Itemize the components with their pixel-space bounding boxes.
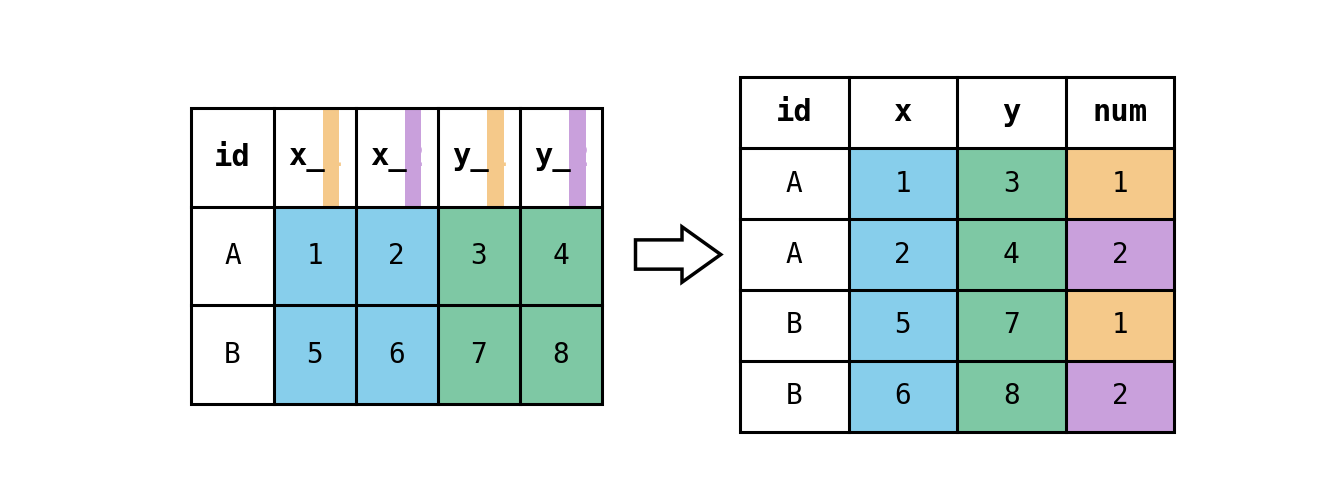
Bar (740, 219, 849, 290)
Bar (192, 108, 603, 404)
Text: A: A (786, 240, 802, 269)
Bar (192, 305, 273, 404)
Bar (1065, 148, 1174, 219)
Text: B: B (786, 311, 802, 339)
Bar (740, 148, 849, 219)
Bar (740, 290, 849, 361)
Bar (849, 290, 957, 361)
Text: id: id (776, 98, 813, 128)
Bar (1065, 361, 1174, 431)
Bar (849, 148, 957, 219)
Bar (405, 108, 421, 207)
Bar (740, 78, 849, 148)
Bar (487, 108, 504, 207)
Bar (192, 207, 273, 305)
Text: 3: 3 (1002, 170, 1020, 198)
Bar (957, 219, 1065, 290)
Bar (957, 361, 1065, 431)
Text: 1: 1 (1112, 311, 1128, 339)
Text: 2: 2 (388, 242, 405, 270)
Bar (1065, 219, 1174, 290)
Text: B: B (786, 382, 802, 410)
Text: B: B (224, 341, 241, 368)
Text: id: id (215, 143, 251, 172)
Bar (957, 148, 1065, 219)
Bar (273, 207, 356, 305)
Text: 7: 7 (471, 341, 488, 368)
Text: 6: 6 (388, 341, 405, 368)
Text: x_: x_ (288, 143, 325, 172)
Bar (520, 305, 603, 404)
Text: num: num (1092, 98, 1148, 128)
Bar (356, 108, 437, 207)
Text: 4: 4 (553, 242, 569, 270)
Text: 8: 8 (553, 341, 569, 368)
Text: 1: 1 (1112, 170, 1128, 198)
Bar (1065, 290, 1174, 361)
Text: 5: 5 (894, 311, 912, 339)
Text: 2: 2 (405, 143, 424, 172)
Text: y_: y_ (452, 143, 489, 172)
Bar (356, 305, 437, 404)
Bar (520, 108, 603, 207)
Text: 1: 1 (894, 170, 912, 198)
Polygon shape (636, 227, 721, 282)
Bar (740, 78, 1174, 431)
Text: 5: 5 (307, 341, 323, 368)
Text: y: y (1002, 98, 1021, 128)
Bar (1065, 78, 1174, 148)
Bar (569, 108, 585, 207)
Bar (323, 108, 340, 207)
Bar (849, 78, 957, 148)
Bar (957, 78, 1065, 148)
Text: y_: y_ (535, 143, 572, 172)
Text: 7: 7 (1002, 311, 1020, 339)
Text: 4: 4 (1002, 240, 1020, 269)
Bar (849, 219, 957, 290)
Text: 8: 8 (1002, 382, 1020, 410)
Text: x: x (893, 98, 912, 128)
Bar (273, 305, 356, 404)
Bar (520, 207, 603, 305)
Text: 3: 3 (471, 242, 488, 270)
Text: 2: 2 (894, 240, 912, 269)
Bar (437, 207, 520, 305)
Text: 1: 1 (307, 242, 323, 270)
Bar (192, 108, 273, 207)
Bar (356, 207, 437, 305)
Bar (849, 361, 957, 431)
Text: 1: 1 (488, 143, 507, 172)
Bar (437, 108, 520, 207)
Bar (437, 305, 520, 404)
Bar (740, 361, 849, 431)
Bar (957, 290, 1065, 361)
Text: 6: 6 (894, 382, 912, 410)
Text: A: A (786, 170, 802, 198)
Text: 2: 2 (1112, 382, 1128, 410)
Text: 1: 1 (324, 143, 341, 172)
Bar (273, 108, 356, 207)
Text: 2: 2 (571, 143, 588, 172)
Text: 2: 2 (1112, 240, 1128, 269)
Text: A: A (224, 242, 241, 270)
Text: x_: x_ (371, 143, 407, 172)
